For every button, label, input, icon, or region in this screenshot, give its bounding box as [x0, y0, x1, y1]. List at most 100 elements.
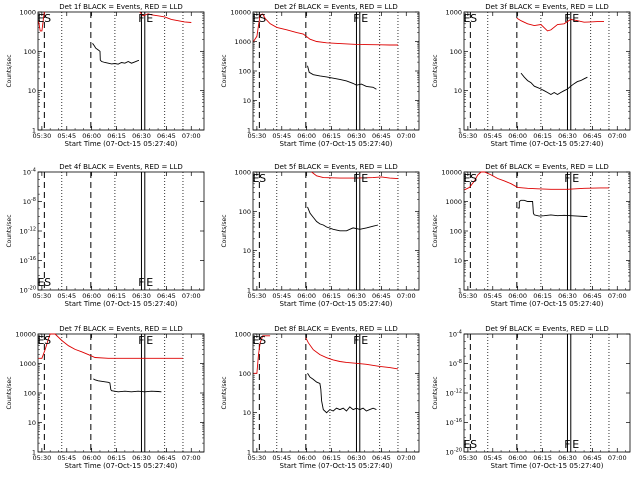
x-tick-label: 06:15: [533, 292, 552, 300]
panel-det-6: Det 6f BLACK = Events, RED = LLD 05:30 05:…: [432, 163, 631, 308]
x-tick-label: 05:30: [459, 454, 478, 462]
panel-det-9: Det 9f BLACK = Events, RED = LLD 05:30 05:…: [432, 325, 631, 470]
x-tick-label: 05:45: [272, 454, 291, 462]
x-tick-label: 05:45: [483, 454, 502, 462]
marker-label-e: E: [38, 276, 45, 289]
y-tick-label: 10: [243, 247, 251, 255]
y-tick-label: 100: [239, 68, 251, 76]
y-tick-label: 10-12: [446, 389, 462, 398]
events-series-line: [520, 72, 588, 96]
x-axis-label: Start Time (07-Oct-15 05:27:40): [491, 140, 604, 148]
marker-label-s: S: [44, 276, 51, 289]
marker-label-f: F: [564, 12, 570, 25]
y-tick-label: 10-16: [446, 418, 462, 427]
x-tick-label: 07:00: [608, 454, 627, 462]
marker-label-e: E: [253, 172, 260, 185]
x-tick-label: 05:30: [33, 292, 52, 300]
x-tick-label: 05:30: [33, 454, 52, 462]
x-tick-label: 05:45: [483, 132, 502, 140]
panel-title: Det 1f BLACK = Events, RED = LLD: [59, 3, 182, 11]
x-tick-label: 06:00: [508, 454, 527, 462]
y-axis-label: Counts/sec: [221, 54, 228, 87]
marker-label-f: F: [138, 276, 144, 289]
x-tick-label: 05:45: [483, 292, 502, 300]
lld-series-line: [311, 171, 399, 180]
marker-label-s: S: [470, 438, 477, 451]
marker-label-s: S: [44, 334, 51, 347]
y-tick-label: 10-8: [449, 359, 462, 368]
y-tick-label: 10: [454, 87, 462, 95]
x-axis-label: Start Time (07-Oct-15 05:27:40): [280, 300, 393, 308]
y-tick-label: 100: [24, 48, 36, 56]
y-tick-label: 1000: [445, 9, 462, 17]
y-tick-label: 10-16: [20, 256, 36, 265]
y-axis-label: Counts/sec: [221, 376, 228, 409]
x-tick-label: 06:30: [347, 292, 366, 300]
panel-det-2: Det 2f BLACK = Events, RED = LLD 05:30 05:…: [221, 3, 420, 148]
lld-series-line: [253, 13, 398, 46]
x-tick-label: 06:45: [583, 454, 602, 462]
marker-label-e: E: [572, 172, 579, 185]
x-tick-label: 06:30: [558, 454, 577, 462]
x-tick-label: 06:30: [347, 132, 366, 140]
y-tick-label: 1000: [19, 9, 36, 17]
plot-frame: [252, 171, 420, 291]
y-tick-label: 10: [243, 409, 251, 417]
marker-label-s: S: [259, 12, 266, 25]
y-tick-label: 10: [28, 419, 36, 427]
y-tick-label: 1000: [234, 331, 251, 339]
x-tick-label: 05:30: [248, 454, 267, 462]
panel-det-1: Det 1f BLACK = Events, RED = LLD 05:30 05:…: [6, 3, 205, 148]
x-tick-label: 06:15: [533, 454, 552, 462]
marker-label-e: E: [464, 12, 471, 25]
plot-frame: [463, 11, 631, 131]
marker-label-e: E: [464, 438, 471, 451]
lld-series-line: [253, 335, 271, 374]
x-tick-label: 06:45: [583, 132, 602, 140]
marker-label-e: E: [572, 438, 579, 451]
marker-label-f: F: [564, 172, 570, 185]
y-axis-label: Counts/sec: [6, 376, 13, 409]
panel-title: Det 9f BLACK = Events, RED = LLD: [485, 325, 608, 333]
x-tick-label: 06:15: [107, 132, 126, 140]
x-tick-label: 06:00: [508, 132, 527, 140]
x-tick-label: 05:30: [33, 132, 52, 140]
marker-label-s: S: [44, 12, 51, 25]
x-tick-label: 05:30: [459, 292, 478, 300]
y-tick-label: 1: [247, 127, 251, 135]
x-tick-label: 06:30: [558, 292, 577, 300]
x-axis-label: Start Time (07-Oct-15 05:27:40): [65, 462, 178, 470]
marker-label-e: E: [572, 12, 579, 25]
x-tick-label: 06:00: [297, 454, 316, 462]
marker-label-s: S: [259, 172, 266, 185]
x-tick-label: 05:45: [272, 132, 291, 140]
x-tick-label: 06:30: [132, 132, 151, 140]
y-axis-label: Counts/sec: [221, 214, 228, 247]
x-tick-label: 05:30: [459, 132, 478, 140]
y-tick-label: 1: [247, 449, 251, 457]
x-tick-label: 07:00: [608, 292, 627, 300]
x-tick-label: 06:15: [107, 454, 126, 462]
panel-title: Det 3f BLACK = Events, RED = LLD: [485, 3, 608, 11]
panel-title: Det 6f BLACK = Events, RED = LLD: [485, 163, 608, 171]
marker-label-e: E: [361, 12, 368, 25]
x-tick-label: 06:00: [82, 132, 101, 140]
marker-label-e: E: [146, 334, 153, 347]
y-tick-label: 1: [458, 287, 462, 295]
y-tick-label: 10: [243, 97, 251, 105]
marker-label-f: F: [353, 172, 359, 185]
y-tick-label: 10-20: [446, 448, 462, 457]
x-tick-label: 07:00: [182, 454, 201, 462]
marker-label-f: F: [138, 334, 144, 347]
marker-label-f: F: [353, 334, 359, 347]
y-tick-label: 1: [247, 287, 251, 295]
x-axis-label: Start Time (07-Oct-15 05:27:40): [491, 462, 604, 470]
marker-label-e: E: [361, 334, 368, 347]
plot-frame: [463, 333, 631, 453]
x-tick-label: 07:00: [182, 292, 201, 300]
marker-label-e: E: [146, 12, 153, 25]
plot-frame: [37, 333, 205, 453]
y-tick-label: 1000: [445, 198, 462, 206]
x-tick-label: 07:00: [182, 132, 201, 140]
